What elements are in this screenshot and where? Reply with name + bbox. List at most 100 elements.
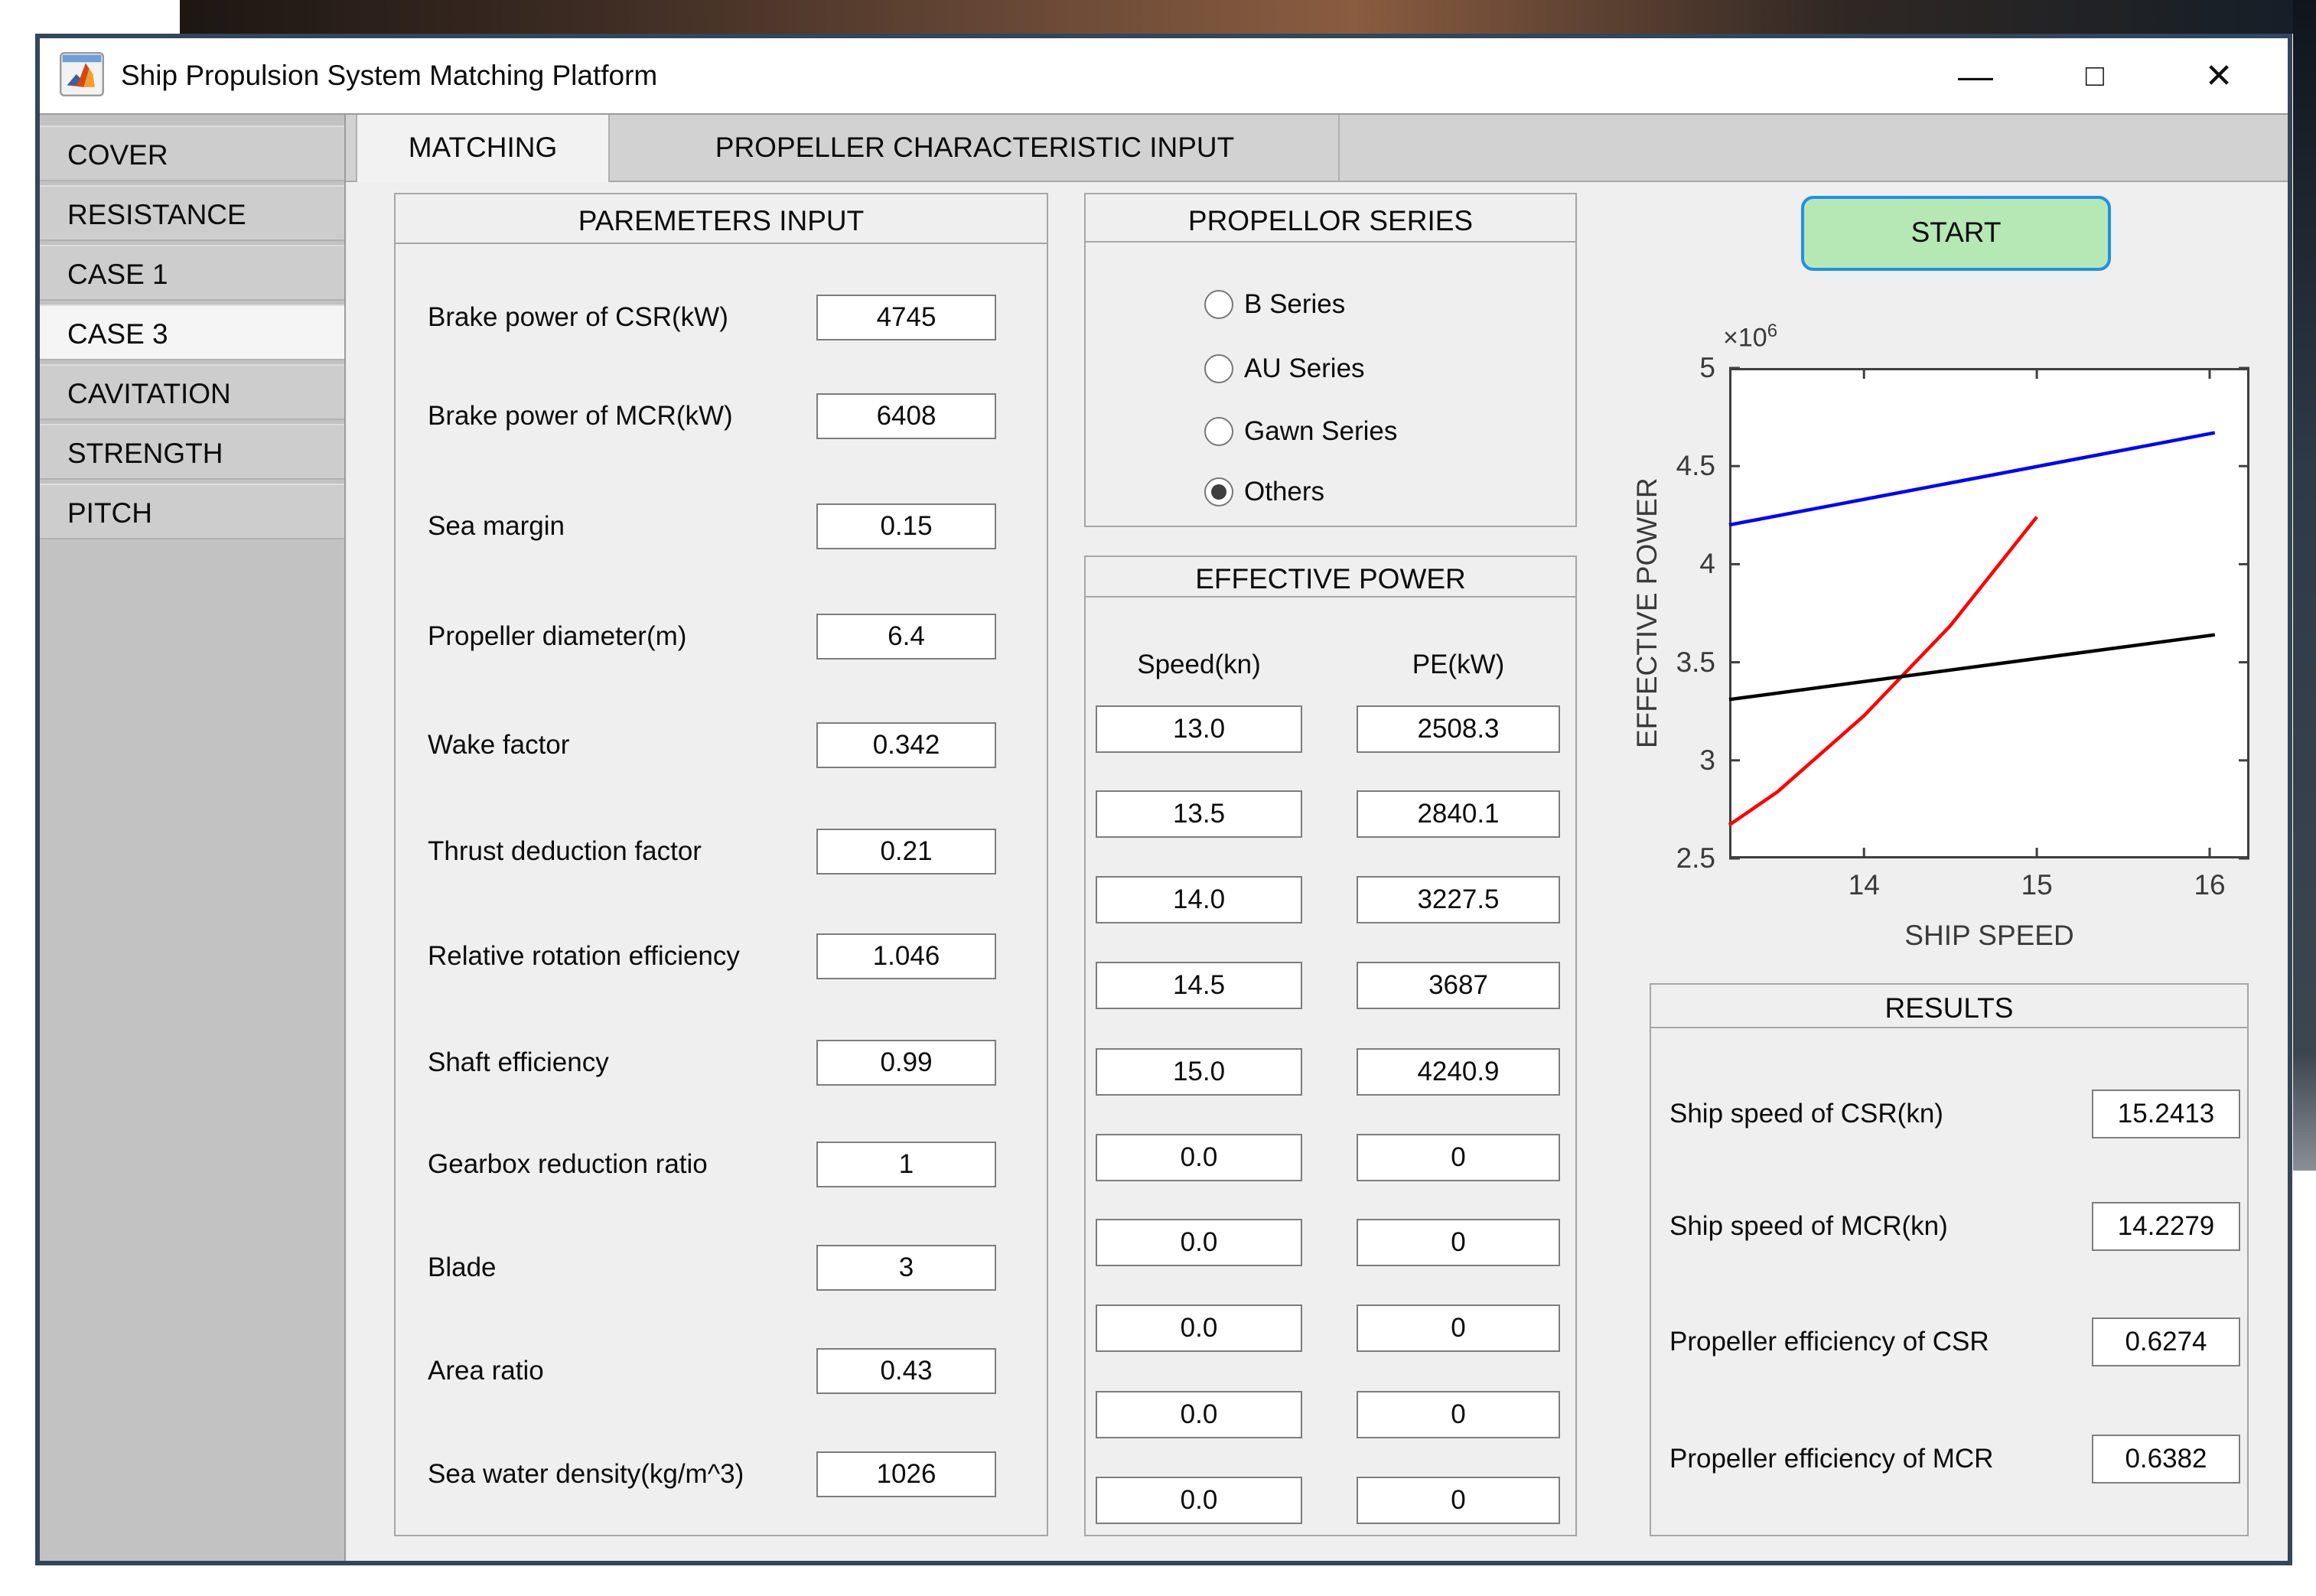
results-title: RESULTS (1884, 992, 2014, 1024)
maximize-icon[interactable]: □ (2085, 58, 2105, 93)
effective-power-title: EFFECTIVE POWER (1195, 563, 1466, 594)
y-tick-label: 4 (1699, 548, 1715, 580)
param-input-relative-rotation-efficiency[interactable]: 1.046 (816, 933, 996, 979)
y-tick-label: 5 (1699, 352, 1715, 383)
param-label-brake-power-mcr: Brake power of MCR(kW) (428, 401, 733, 431)
result-value-prop-eff-mcr[interactable]: 0.6382 (2092, 1435, 2240, 1484)
app-window: Ship Propulsion System Matching Platform… (35, 34, 2292, 1565)
radio-label-gawn-series[interactable]: Gawn Series (1244, 416, 1398, 446)
tab-propeller-characteristic-input[interactable]: PROPELLER CHARACTERISTIC INPUT (611, 115, 1340, 181)
param-label-propeller-diameter: Propeller diameter(m) (428, 621, 687, 651)
param-input-blade[interactable]: 3 (816, 1245, 996, 1291)
param-input-sea-water-density[interactable]: 1026 (816, 1451, 996, 1497)
param-input-propeller-diameter[interactable]: 6.4 (816, 614, 996, 660)
result-label-prop-eff-csr: Propeller efficiency of CSR (1669, 1327, 1989, 1357)
radio-others[interactable] (1204, 477, 1233, 506)
x-tick-label: 14 (1848, 869, 1880, 901)
chart-x-axis-label: SHIP SPEED (1904, 920, 2074, 951)
propeller-series-panel: PROPELLOR SERIES B Series AU Series Gawn… (1084, 193, 1577, 527)
start-button[interactable]: START (1801, 196, 2111, 271)
speed-cell[interactable]: 13.5 (1096, 790, 1302, 838)
pe-cell[interactable]: 0 (1357, 1134, 1560, 1181)
sidebar-item-strength[interactable]: STRENGTH (40, 424, 344, 480)
tab-matching[interactable]: MATCHING (356, 115, 610, 182)
x-tick-label: 16 (2194, 869, 2226, 901)
pe-cell[interactable]: 2840.1 (1357, 790, 1560, 838)
param-input-shaft-efficiency[interactable]: 0.99 (816, 1040, 996, 1086)
param-label-thrust-deduction: Thrust deduction factor (428, 836, 702, 866)
pe-cell[interactable]: 0 (1357, 1391, 1560, 1438)
param-label-sea-margin: Sea margin (428, 511, 565, 541)
radio-au-series[interactable] (1204, 354, 1233, 383)
chart-y-axis-label: EFFECTIVE POWER (1631, 477, 1663, 749)
sidebar: COVER RESISTANCE CASE 1 CASE 3 CAVITATIO… (40, 115, 346, 1561)
param-label-area-ratio: Area ratio (428, 1356, 544, 1386)
result-label-ship-speed-mcr: Ship speed of MCR(kn) (1669, 1211, 1948, 1241)
pe-cell[interactable]: 2508.3 (1357, 705, 1560, 753)
pe-cell[interactable]: 0 (1357, 1477, 1560, 1524)
radio-label-au-series[interactable]: AU Series (1244, 353, 1365, 383)
result-value-prop-eff-csr[interactable]: 0.6274 (2092, 1318, 2240, 1366)
minimize-icon[interactable]: — (1958, 56, 1993, 96)
speed-cell[interactable]: 14.0 (1096, 876, 1302, 923)
desktop-background-strip (180, 0, 2316, 34)
param-label-sea-water-density: Sea water density(kg/m^3) (428, 1459, 744, 1489)
close-icon[interactable]: ✕ (2204, 57, 2233, 95)
param-label-blade: Blade (428, 1252, 497, 1282)
param-input-area-ratio[interactable]: 0.43 (816, 1348, 996, 1394)
speed-cell[interactable]: 0.0 (1096, 1134, 1302, 1181)
param-input-thrust-deduction[interactable]: 0.21 (816, 829, 996, 875)
speed-cell[interactable]: 0.0 (1096, 1219, 1302, 1266)
column-header-speed: Speed(kn) (1137, 650, 1261, 679)
desktop-background-right (2293, 0, 2316, 1171)
param-input-gearbox-ratio[interactable]: 1 (816, 1142, 996, 1187)
propeller-series-title: PROPELLOR SERIES (1187, 205, 1474, 236)
radio-label-others[interactable]: Others (1244, 477, 1325, 506)
param-input-brake-power-mcr[interactable]: 6408 (816, 393, 996, 439)
sidebar-item-cover[interactable]: COVER (40, 125, 344, 181)
divider (1086, 241, 1575, 243)
divider (396, 243, 1047, 244)
pe-cell[interactable]: 3687 (1357, 962, 1560, 1009)
radio-b-series[interactable] (1204, 290, 1233, 319)
param-input-sea-margin[interactable]: 0.15 (816, 503, 996, 549)
effective-power-panel: EFFECTIVE POWER Speed(kn) PE(kW) 13.0 25… (1084, 555, 1577, 1536)
y-tick-label: 2.5 (1676, 842, 1715, 874)
param-label-wake-factor: Wake factor (428, 730, 570, 760)
result-value-ship-speed-csr[interactable]: 15.2413 (2092, 1090, 2240, 1138)
results-panel: RESULTS Ship speed of CSR(kn) 15.2413 Sh… (1650, 983, 2249, 1536)
result-label-ship-speed-csr: Ship speed of CSR(kn) (1669, 1099, 1943, 1129)
sidebar-item-case-1[interactable]: CASE 1 (40, 245, 344, 301)
y-tick-label: 3 (1699, 744, 1715, 776)
x-tick-label: 15 (2021, 869, 2053, 901)
effective-power-chart: ×106 14 15 16 2.5 3 3.5 4 4.5 5 (1676, 321, 2249, 901)
speed-cell[interactable]: 15.0 (1096, 1048, 1302, 1096)
pe-cell[interactable]: 0 (1357, 1219, 1560, 1266)
radio-gawn-series[interactable] (1204, 417, 1233, 446)
param-input-brake-power-csr[interactable]: 4745 (816, 295, 996, 340)
param-input-wake-factor[interactable]: 0.342 (816, 722, 996, 768)
pe-cell[interactable]: 4240.9 (1357, 1048, 1560, 1096)
window-title: Ship Propulsion System Matching Platform (121, 60, 658, 91)
titlebar: Ship Propulsion System Matching Platform… (40, 38, 2288, 115)
pe-cell[interactable]: 0 (1357, 1304, 1560, 1352)
sidebar-item-case-3[interactable]: CASE 3 (40, 305, 344, 360)
speed-cell[interactable]: 14.5 (1096, 962, 1302, 1009)
param-label-shaft-efficiency: Shaft efficiency (428, 1047, 609, 1077)
result-value-ship-speed-mcr[interactable]: 14.2279 (2092, 1202, 2240, 1251)
speed-cell[interactable]: 13.0 (1096, 705, 1302, 753)
sidebar-item-resistance[interactable]: RESISTANCE (40, 185, 344, 241)
y-tick-label: 4.5 (1676, 450, 1715, 482)
pe-cell[interactable]: 3227.5 (1357, 876, 1560, 923)
sidebar-item-cavitation[interactable]: CAVITATION (40, 364, 344, 420)
radio-label-b-series[interactable]: B Series (1244, 289, 1346, 319)
speed-cell[interactable]: 0.0 (1096, 1391, 1302, 1438)
parameters-panel-title: PAREMETERS INPUT (578, 205, 865, 236)
speed-cell[interactable]: 0.0 (1096, 1304, 1302, 1352)
param-label-gearbox-ratio: Gearbox reduction ratio (428, 1149, 708, 1179)
sidebar-item-pitch[interactable]: PITCH (40, 484, 344, 539)
parameters-panel: PAREMETERS INPUT Brake power of CSR(kW) … (394, 193, 1048, 1536)
speed-cell[interactable]: 0.0 (1096, 1477, 1302, 1524)
result-label-prop-eff-mcr: Propeller efficiency of MCR (1669, 1444, 1994, 1474)
